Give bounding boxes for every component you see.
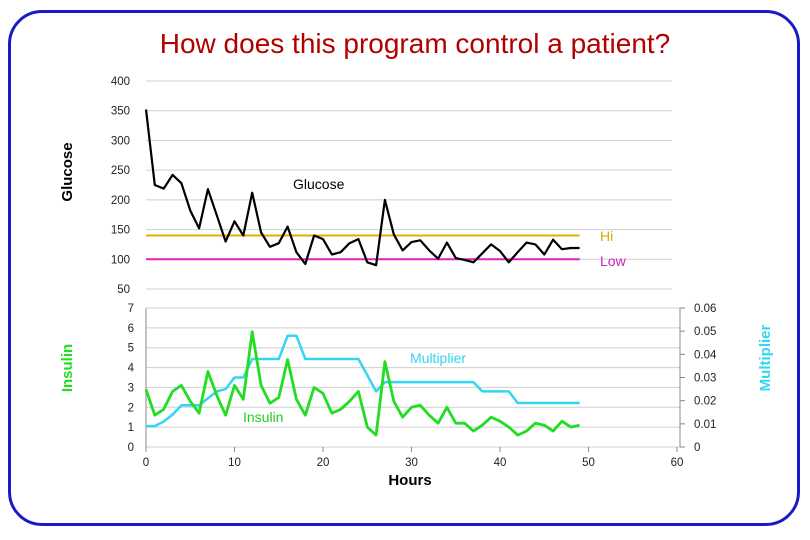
- glucose-tick-label: 50: [117, 284, 130, 296]
- glucose-tick-label: 200: [111, 195, 130, 207]
- insulin-tick-label: 6: [128, 323, 134, 335]
- multiplier-y-axis: 0 0.01 0.02 0.03 0.04 0.05 0.06: [680, 303, 717, 454]
- insulin-line: [144, 330, 580, 437]
- glucose-y-axis: 50 100 150 200 250 300 350 400: [111, 76, 130, 296]
- page-title: How does this program control a patient?: [159, 28, 671, 59]
- multiplier-series-label: Multiplier: [410, 350, 466, 366]
- hours-x-axis: 0 10 20 30 40 50 60: [143, 447, 684, 469]
- multiplier-tick-label: 0.03: [694, 373, 716, 385]
- insulin-tick-label: 1: [128, 422, 134, 434]
- insulin-tick-label: 7: [128, 303, 134, 315]
- insulin-series-label: Insulin: [243, 409, 283, 425]
- glucose-axis-label: Glucose: [59, 142, 76, 201]
- hours-axis-label: Hours: [388, 472, 431, 489]
- insulin-tick-label: 5: [128, 343, 134, 355]
- glucose-tick-label: 250: [111, 165, 130, 177]
- hours-tick-label: 10: [228, 457, 241, 469]
- glucose-tick-label: 350: [111, 106, 130, 118]
- glucose-grid: [146, 80, 672, 290]
- multiplier-line: [146, 334, 580, 428]
- multiplier-tick-label: 0.06: [694, 303, 716, 315]
- insulin-series: [144, 330, 580, 437]
- hours-tick-label: 40: [494, 457, 507, 469]
- insulin-grid: [145, 307, 681, 448]
- insulin-tick-label: 4: [128, 363, 135, 375]
- insulin-axis-label: Insulin: [59, 344, 76, 392]
- hours-tick-label: 0: [143, 457, 149, 469]
- multiplier-tick-label: 0.02: [694, 396, 716, 408]
- multiplier-tick-label: 0.01: [694, 419, 716, 431]
- glucose-series: [144, 109, 580, 267]
- glucose-line: [144, 109, 580, 267]
- low-label: Low: [600, 253, 627, 269]
- insulin-tick-label: 0: [128, 442, 134, 454]
- insulin-y-axis: 0 1 2 3 4 5 6 7: [128, 303, 135, 454]
- glucose-tick-label: 150: [111, 225, 130, 237]
- hi-label: Hi: [600, 228, 613, 244]
- multiplier-tick-label: 0: [694, 442, 700, 454]
- hours-tick-label: 50: [582, 457, 595, 469]
- glucose-tick-label: 300: [111, 135, 130, 147]
- multiplier-tick-label: 0.04: [694, 349, 717, 361]
- slide-frame: [8, 10, 800, 526]
- multiplier-tick-label: 0.05: [694, 326, 716, 338]
- glucose-tick-label: 100: [111, 254, 130, 266]
- insulin-tick-label: 2: [128, 402, 134, 414]
- insulin-tick-label: 3: [128, 382, 134, 394]
- hours-tick-label: 60: [671, 457, 684, 469]
- hours-tick-label: 20: [317, 457, 330, 469]
- multiplier-axis-label: Multiplier: [757, 325, 774, 392]
- glucose-tick-label: 400: [111, 76, 130, 88]
- glucose-series-label: Glucose: [293, 176, 345, 192]
- hours-tick-label: 30: [405, 457, 418, 469]
